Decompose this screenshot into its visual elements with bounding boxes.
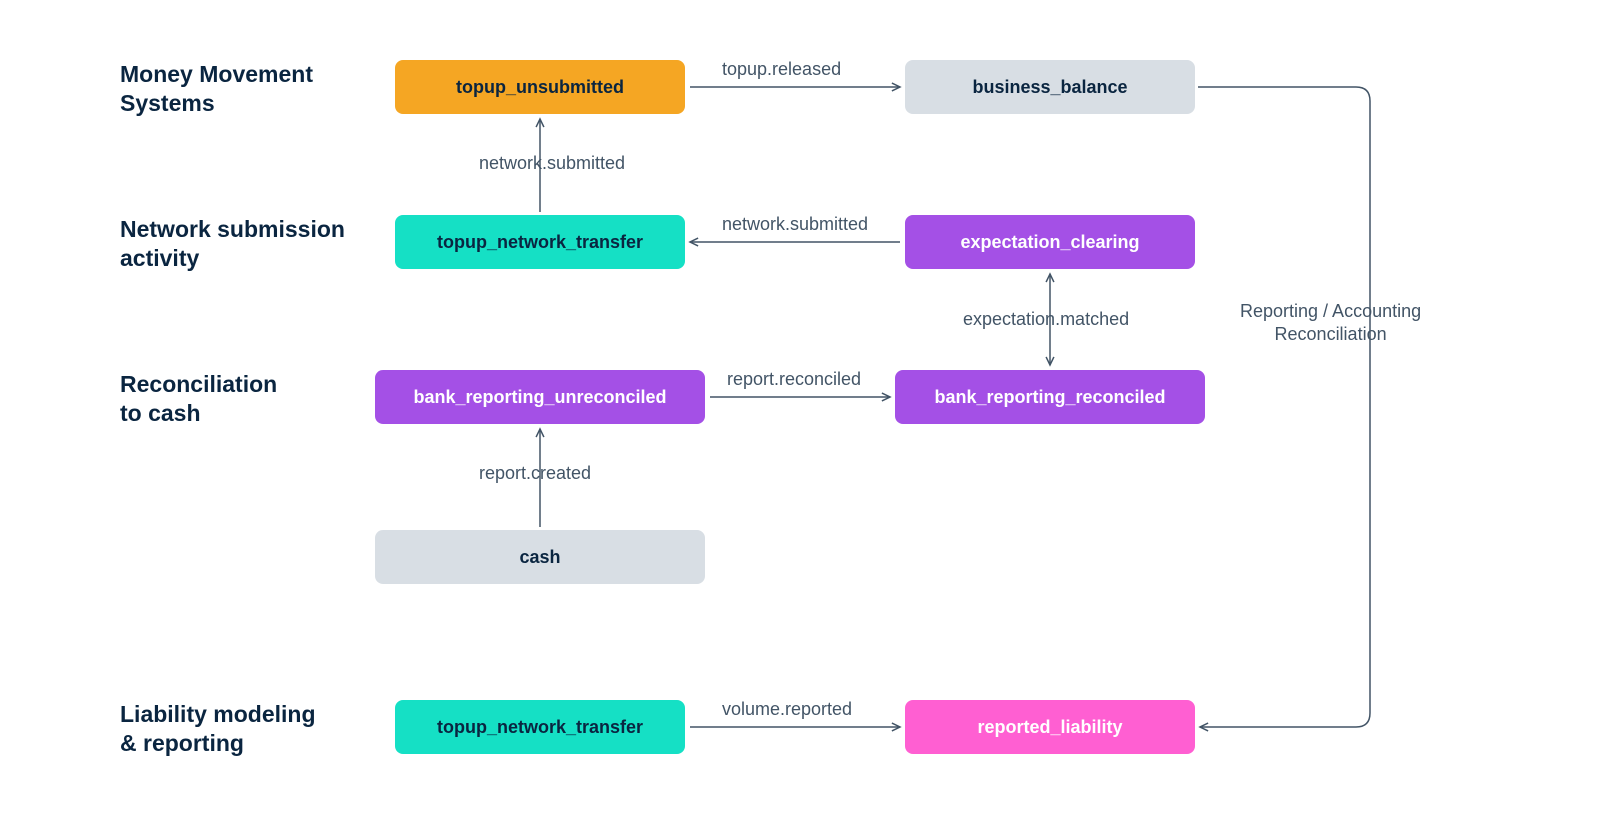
edge-label-e8: Reporting / Accounting Reconciliation <box>1240 300 1421 345</box>
node-cash: cash <box>375 530 705 584</box>
node-reported_liability: reported_liability <box>905 700 1195 754</box>
edge-label-e4: expectation.matched <box>963 308 1129 331</box>
edge-label-e3: network.submitted <box>722 213 868 236</box>
row-label-row4: Liability modeling & reporting <box>120 700 316 758</box>
node-business_balance: business_balance <box>905 60 1195 114</box>
node-bank_reporting_unreconciled: bank_reporting_unreconciled <box>375 370 705 424</box>
node-bank_reporting_reconciled: bank_reporting_reconciled <box>895 370 1205 424</box>
node-topup_network_transfer: topup_network_transfer <box>395 215 685 269</box>
row-label-row3: Reconciliation to cash <box>120 370 277 428</box>
edge-label-e5: report.reconciled <box>727 368 861 391</box>
edge-label-e2: network.submitted <box>479 152 625 175</box>
node-topup_network_transfer_2: topup_network_transfer <box>395 700 685 754</box>
node-expectation_clearing: expectation_clearing <box>905 215 1195 269</box>
edge-label-e7: volume.reported <box>722 698 852 721</box>
diagram-canvas: topup.released network.submitted network.s… <box>0 0 1620 823</box>
edge-label-e6: report.created <box>479 462 591 485</box>
node-topup_unsubmitted: topup_unsubmitted <box>395 60 685 114</box>
row-label-row2: Network submission activity <box>120 215 345 273</box>
edge-label-e1: topup.released <box>722 58 841 81</box>
row-label-row1: Money Movement Systems <box>120 60 313 118</box>
